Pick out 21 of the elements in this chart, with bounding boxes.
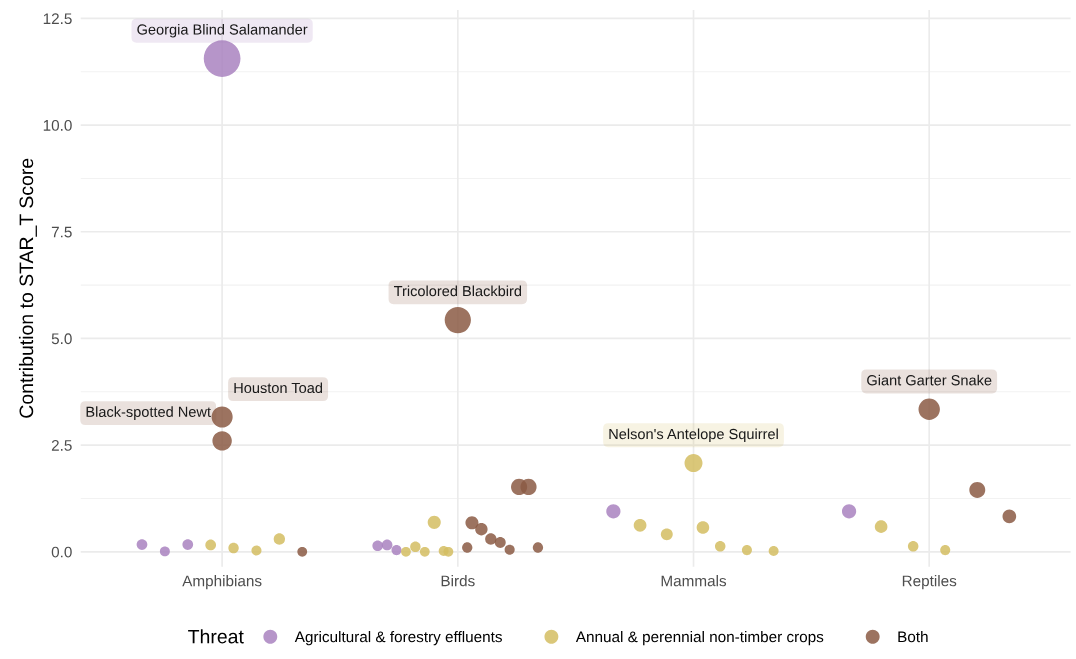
- x-tick-label: Mammals: [661, 575, 727, 587]
- y-axis-title: Contribution to STAR_T Score: [18, 158, 37, 418]
- annotation: Georgia Blind Salamander: [137, 23, 308, 38]
- y-tick-label: 0.0: [51, 546, 72, 558]
- annotation: Nelson's Antelope Squirrel: [609, 428, 778, 443]
- y-tick-label: 5.0: [51, 333, 72, 345]
- legend-label: Annual & perennial non-timber crops: [575, 631, 824, 646]
- y-tick-label: 7.5: [51, 226, 72, 238]
- legend-title: Threat: [188, 629, 244, 644]
- annotation: Giant Garter Snake: [867, 374, 992, 386]
- x-tick-label: Amphibians: [182, 575, 262, 590]
- y-tick-label: 2.5: [51, 440, 72, 451]
- legend-label: Both: [898, 631, 928, 643]
- legend-label: Agricultural & forestry effluents: [294, 631, 502, 646]
- y-tick-label: 12.5: [43, 13, 72, 25]
- x-tick-label: Birds: [441, 575, 475, 587]
- y-tick-label: 10.0: [43, 119, 72, 131]
- annotation: Tricolored Blackbird: [393, 285, 522, 297]
- annotation: Black-spotted Newt: [86, 406, 211, 420]
- x-tick-label: Reptiles: [902, 575, 957, 590]
- annotation: Houston Toad: [234, 382, 323, 394]
